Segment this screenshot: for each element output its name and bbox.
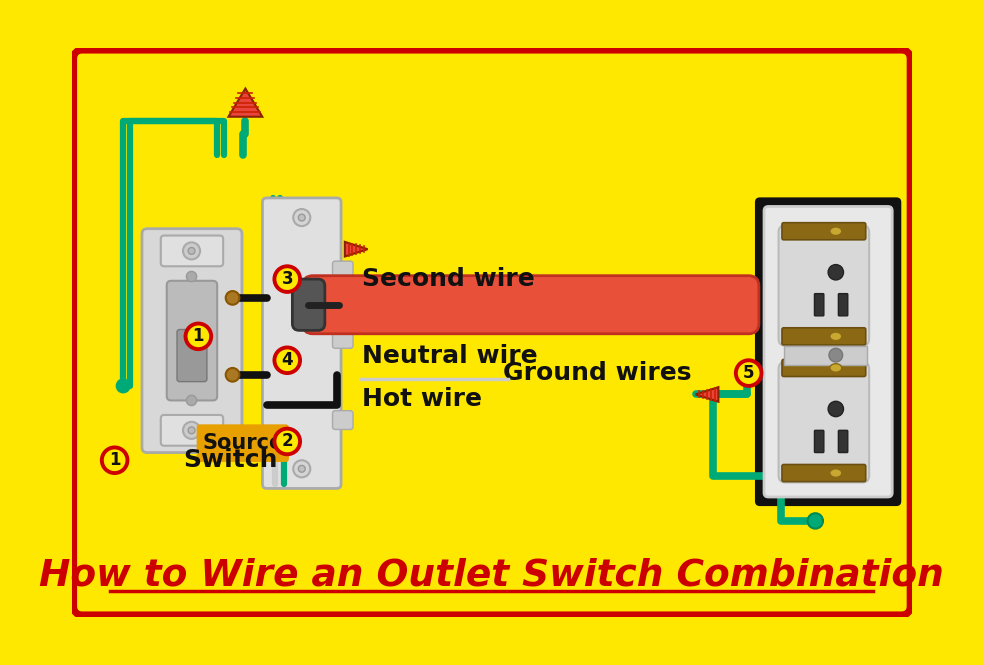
Circle shape xyxy=(299,214,305,221)
Text: 4: 4 xyxy=(281,351,293,369)
Circle shape xyxy=(183,422,201,439)
FancyBboxPatch shape xyxy=(161,235,223,266)
FancyBboxPatch shape xyxy=(764,206,893,497)
Circle shape xyxy=(188,247,195,254)
Ellipse shape xyxy=(830,332,841,340)
Polygon shape xyxy=(696,387,719,402)
Circle shape xyxy=(226,368,240,382)
FancyBboxPatch shape xyxy=(782,359,866,376)
Text: Hot wire: Hot wire xyxy=(363,387,483,411)
Circle shape xyxy=(274,347,300,373)
Text: Second wire: Second wire xyxy=(363,267,535,291)
Circle shape xyxy=(188,427,195,434)
Text: Source: Source xyxy=(202,433,283,453)
Text: 1: 1 xyxy=(193,327,204,345)
Circle shape xyxy=(274,266,300,292)
Circle shape xyxy=(293,209,311,226)
Circle shape xyxy=(116,379,130,393)
Circle shape xyxy=(226,291,240,305)
FancyBboxPatch shape xyxy=(838,430,847,453)
Ellipse shape xyxy=(830,227,841,235)
FancyBboxPatch shape xyxy=(756,199,899,505)
Circle shape xyxy=(102,448,128,473)
FancyBboxPatch shape xyxy=(779,225,869,346)
Circle shape xyxy=(186,324,211,349)
Text: Switch: Switch xyxy=(183,448,277,472)
Circle shape xyxy=(274,429,300,454)
FancyBboxPatch shape xyxy=(197,424,289,462)
Circle shape xyxy=(828,265,843,280)
Circle shape xyxy=(293,460,311,477)
FancyBboxPatch shape xyxy=(177,330,206,382)
Text: 1: 1 xyxy=(109,452,120,469)
Circle shape xyxy=(187,395,197,406)
Circle shape xyxy=(183,242,201,259)
Text: How to Wire an Outlet Switch Combination: How to Wire an Outlet Switch Combination xyxy=(39,557,944,594)
Text: Neutral wire: Neutral wire xyxy=(363,344,538,368)
Text: 5: 5 xyxy=(743,364,754,382)
FancyBboxPatch shape xyxy=(303,276,759,334)
FancyBboxPatch shape xyxy=(782,328,866,345)
Circle shape xyxy=(299,465,305,472)
FancyBboxPatch shape xyxy=(161,415,223,446)
Polygon shape xyxy=(228,88,262,117)
Circle shape xyxy=(808,513,823,529)
FancyBboxPatch shape xyxy=(815,294,824,316)
FancyBboxPatch shape xyxy=(142,229,242,453)
FancyBboxPatch shape xyxy=(815,430,824,453)
Ellipse shape xyxy=(830,469,841,477)
Text: 3: 3 xyxy=(281,270,293,288)
Bar xyxy=(783,346,867,364)
Polygon shape xyxy=(345,242,368,257)
Circle shape xyxy=(828,401,843,417)
Circle shape xyxy=(736,360,762,386)
FancyBboxPatch shape xyxy=(332,330,353,348)
FancyBboxPatch shape xyxy=(838,294,847,316)
FancyBboxPatch shape xyxy=(292,279,324,331)
FancyBboxPatch shape xyxy=(782,465,866,481)
FancyBboxPatch shape xyxy=(782,223,866,240)
Text: 2: 2 xyxy=(281,432,293,450)
Circle shape xyxy=(187,271,197,282)
Ellipse shape xyxy=(830,364,841,372)
FancyBboxPatch shape xyxy=(167,281,217,400)
FancyBboxPatch shape xyxy=(262,198,341,488)
FancyBboxPatch shape xyxy=(74,50,910,615)
FancyBboxPatch shape xyxy=(332,411,353,430)
FancyBboxPatch shape xyxy=(779,362,869,483)
FancyBboxPatch shape xyxy=(332,261,353,280)
Circle shape xyxy=(829,348,842,362)
Text: Ground wires: Ground wires xyxy=(503,361,692,385)
